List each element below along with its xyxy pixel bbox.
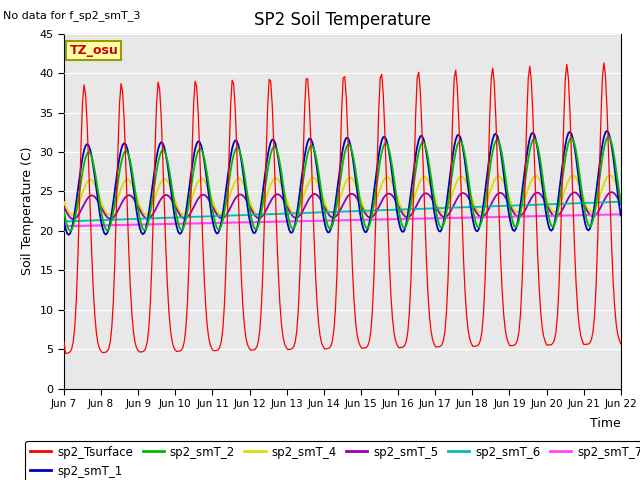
- Text: No data for f_sp2_smT_3: No data for f_sp2_smT_3: [3, 10, 141, 21]
- Legend: sp2_Tsurface, sp2_smT_1, sp2_smT_2, sp2_smT_4, sp2_smT_5, sp2_smT_6, sp2_smT_7: sp2_Tsurface, sp2_smT_1, sp2_smT_2, sp2_…: [26, 441, 640, 480]
- Text: Time: Time: [590, 417, 621, 430]
- Title: SP2 Soil Temperature: SP2 Soil Temperature: [254, 11, 431, 29]
- Y-axis label: Soil Temperature (C): Soil Temperature (C): [21, 147, 34, 276]
- Text: TZ_osu: TZ_osu: [70, 44, 118, 57]
